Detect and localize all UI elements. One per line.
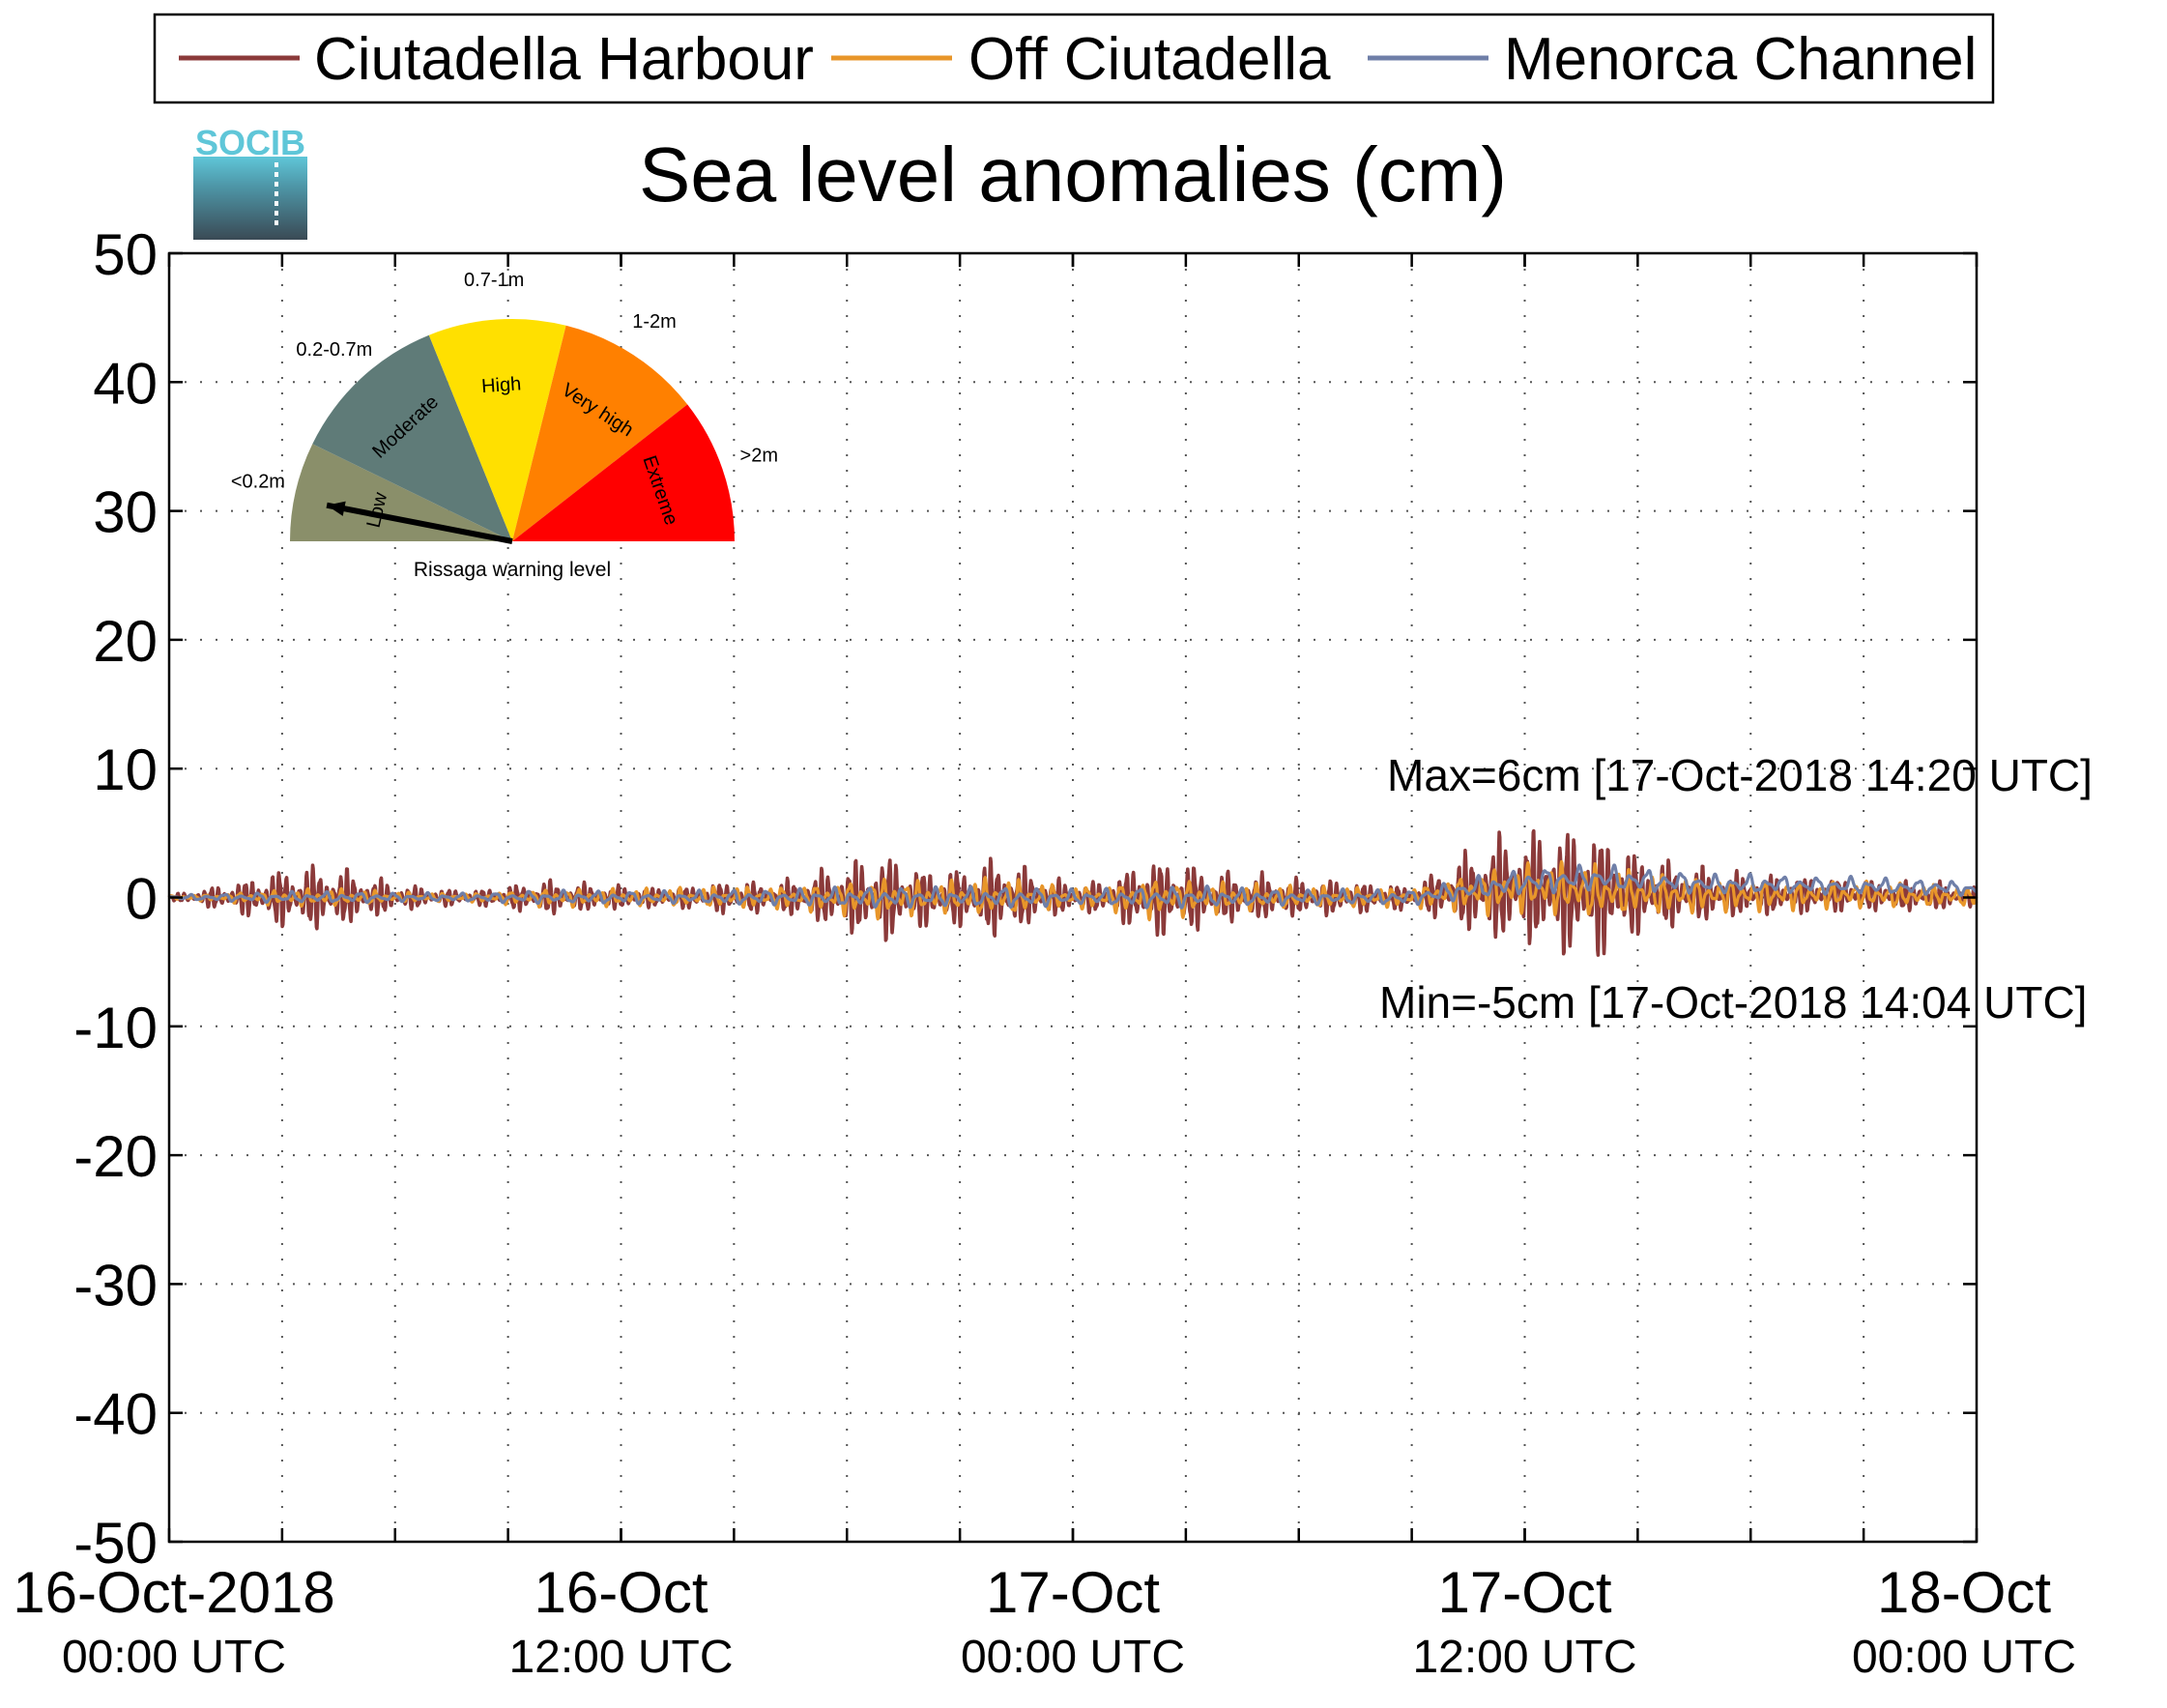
gauge-sector-low (290, 444, 512, 541)
plot-area: -50 -40 -30 -20 -10 0 10 20 30 40 50 16-Oct-2018 00… (13, 222, 2076, 1683)
series-line-menorca-channel (168, 863, 1978, 910)
min-annotation: Min=-5cm [17-Oct-2018 14:04 UTC] (1379, 977, 2087, 1028)
gauge-needle (326, 502, 513, 544)
y-tick-label: -10 (73, 996, 158, 1060)
y-tick-label: 40 (93, 351, 158, 416)
gauge-range-label: >2m (740, 445, 778, 466)
series-lines (167, 828, 1979, 957)
x-tick-label-time: 12:00 UTC (1412, 1632, 1636, 1683)
gauge-range-label: 0.2-0.7m (296, 339, 372, 361)
y-tick-label: -40 (73, 1382, 158, 1447)
x-tick-label-date: 16-Oct (534, 1560, 708, 1625)
x-tick-label-time: 00:00 UTC (62, 1632, 286, 1683)
y-tick-label: 50 (93, 222, 158, 287)
gauge-sector-moderate (312, 334, 512, 541)
gauge-sector-extreme (512, 404, 735, 541)
gauge-range-label: 0.7-1m (464, 270, 524, 291)
y-tick-label: 30 (93, 480, 158, 545)
gauge-sector-high (428, 318, 566, 541)
y-tick-label: 20 (93, 609, 158, 674)
socib-logo: SOCIB (193, 123, 307, 240)
x-tick-label-date: 17-Oct (1437, 1560, 1611, 1625)
x-tick-label-date: 17-Oct (986, 1560, 1160, 1625)
chart-title: Sea level anomalies (cm) (639, 131, 1507, 217)
max-annotation: Max=6cm [17-Oct-2018 14:20 UTC] (1387, 750, 2093, 800)
gauge-needle-head (327, 501, 346, 516)
y-tick-label: 0 (126, 867, 158, 932)
legend-label-off-ciutadella: Off Ciutadella (968, 26, 1331, 93)
gauge-caption: Rissaga warning level (414, 559, 611, 581)
y-tick-label: -50 (73, 1511, 158, 1576)
y-tick-label: -20 (73, 1124, 158, 1189)
gauge-level-label: High (480, 373, 522, 397)
socib-logo-text: SOCIB (195, 123, 305, 162)
legend-label-menorca-channel: Menorca Channel (1504, 26, 1977, 93)
legend: Ciutadella Harbour Off Ciutadella Menorc… (153, 13, 1995, 104)
x-tick-label-time: 00:00 UTC (961, 1632, 1185, 1683)
legend-box (153, 13, 1995, 104)
gauge-sector-very-high (512, 325, 688, 541)
x-tick-label-date: 16-Oct-2018 (13, 1560, 335, 1625)
y-tick-label: 10 (93, 738, 158, 802)
x-tick-label-time: 00:00 UTC (1852, 1632, 2076, 1683)
x-axis: 16-Oct-2018 00:00 UTC 16-Oct 12:00 UTC 17-Oc… (13, 253, 2076, 1683)
legend-label-ciutadella-harbour: Ciutadella Harbour (314, 26, 814, 93)
socib-logo-block (193, 157, 307, 240)
x-tick-label-time: 12:00 UTC (508, 1632, 733, 1683)
x-tick-label-date: 18-Oct (1877, 1560, 2051, 1625)
gauge-range-label: 1-2m (632, 311, 677, 333)
gauge-range-label: <0.2m (231, 472, 285, 493)
y-axis: -50 -40 -30 -20 -10 0 10 20 30 40 50 (73, 222, 1977, 1576)
y-tick-label: -30 (73, 1253, 158, 1317)
